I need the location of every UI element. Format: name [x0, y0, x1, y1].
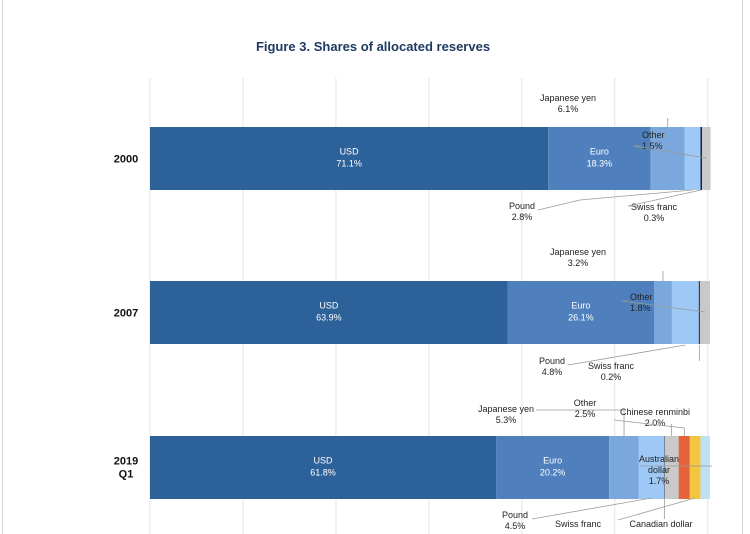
bar-segment-2-swiss	[664, 436, 665, 499]
left-frame-rule	[2, 0, 3, 534]
leader-line-0-other	[632, 145, 707, 159]
callout-label-0-yen: Japanese yen	[540, 93, 596, 103]
callout-label-1-swiss: Swiss franc	[588, 361, 635, 371]
segment-value-0-usd: 71.1%	[336, 159, 362, 169]
callout-value-1-swiss: 0.2%	[601, 372, 622, 382]
callout-label-1-yen: Japanese yen	[550, 247, 606, 257]
callout-value-2-aud: 1.7%	[649, 476, 670, 486]
segment-value-2-usd: 61.8%	[310, 468, 336, 478]
bar-segment-0-other	[702, 127, 711, 190]
callout-label-2-aud-line1: Australian	[639, 454, 679, 464]
segment-label-1-euro: Euro	[571, 301, 590, 311]
category-label-line2-2: Q1	[119, 469, 134, 481]
leader-line-0-swiss	[627, 189, 702, 207]
segment-label-0-euro: Euro	[590, 147, 609, 157]
callout-value-1-other: 1.8%	[630, 303, 651, 313]
callout-value-1-pound: 4.8%	[542, 367, 563, 377]
bar-segment-2-yen	[609, 436, 639, 499]
callout-value-1-yen: 3.2%	[568, 258, 589, 268]
leader-line-2-cad	[617, 497, 696, 521]
bar-segment-0-usd	[150, 127, 549, 190]
bar-segment-2-pound	[638, 436, 665, 499]
bar-segment-2-other	[664, 436, 679, 499]
callout-label-1-pound: Pound	[539, 356, 565, 366]
chart-title: Figure 3. Shares of allocated reserves	[256, 39, 490, 54]
bar-segment-2-aud	[700, 436, 710, 499]
bar-segment-0-swiss	[700, 127, 703, 190]
callout-label-0-other: Other	[642, 130, 665, 140]
bar-segment-0-euro	[548, 127, 651, 190]
bars	[150, 127, 711, 499]
bar-segment-0-pound	[684, 127, 701, 190]
bar-segment-1-yen	[654, 281, 672, 344]
callout-label-2-aud-line2: dollar	[648, 465, 670, 475]
callout-value-0-pound: 2.8%	[512, 212, 533, 222]
category-label-2: 2019	[114, 456, 138, 468]
bar-segment-1-swiss	[698, 281, 700, 344]
bar-segment-1-usd	[150, 281, 508, 344]
callout-value-2-renminbi: 2.0%	[645, 418, 666, 428]
bar-segment-1-euro	[507, 281, 654, 344]
callout-label-0-swiss: Swiss franc	[631, 202, 678, 212]
bar-segment-2-cad	[689, 436, 701, 499]
bar-segment-2-usd	[150, 436, 497, 499]
callout-label-2-swiss: Swiss franc	[555, 519, 602, 529]
leader-line-2-yen	[536, 409, 625, 436]
bar-segment-2-renminbi	[678, 436, 690, 499]
segment-label-0-usd: USD	[340, 147, 360, 157]
callout-value-0-other: 1.5%	[642, 141, 663, 151]
callout-value-0-swiss: 0.3%	[644, 213, 665, 223]
leader-line-0-pound	[537, 189, 693, 211]
category-label-0: 2000	[114, 154, 138, 166]
segment-value-1-euro: 26.1%	[568, 313, 594, 323]
segment-label-2-usd: USD	[314, 456, 334, 466]
leader-line-1-other	[621, 300, 706, 313]
bar-segment-0-yen	[650, 127, 685, 190]
callout-value-2-other: 2.5%	[575, 409, 596, 419]
right-frame-rule	[742, 0, 743, 534]
callout-label-2-pound: Pound	[502, 510, 528, 520]
callout-label-2-yen: Japanese yen	[478, 404, 534, 414]
segment-value-2-euro: 20.2%	[540, 468, 566, 478]
leader-line-2-pound	[531, 497, 652, 520]
callout-value-2-yen: 5.3%	[496, 415, 517, 425]
callout-label-2-other: Other	[574, 398, 597, 408]
callout-label-2-cad: Canadian dollar	[629, 519, 692, 529]
callout-value-0-yen: 6.1%	[558, 104, 579, 114]
bar-segment-1-other	[699, 281, 710, 344]
leader-line-2-renminbi	[613, 419, 685, 436]
segment-label-2-euro: Euro	[543, 456, 562, 466]
callout-label-0-pound: Pound	[509, 201, 535, 211]
bar-segment-2-euro	[496, 436, 610, 499]
leader-line-1-pound	[567, 344, 686, 366]
callout-label-1-other: Other	[630, 292, 653, 302]
bar-segment-1-pound	[671, 281, 699, 344]
segment-value-0-euro: 18.3%	[587, 159, 613, 169]
segment-value-1-usd: 63.9%	[316, 313, 342, 323]
callout-value-2-pound: 4.5%	[505, 521, 526, 531]
segment-label-1-usd: USD	[319, 301, 339, 311]
callout-label-2-renminbi: Chinese renminbi	[620, 407, 690, 417]
category-label-1: 2007	[114, 308, 138, 320]
